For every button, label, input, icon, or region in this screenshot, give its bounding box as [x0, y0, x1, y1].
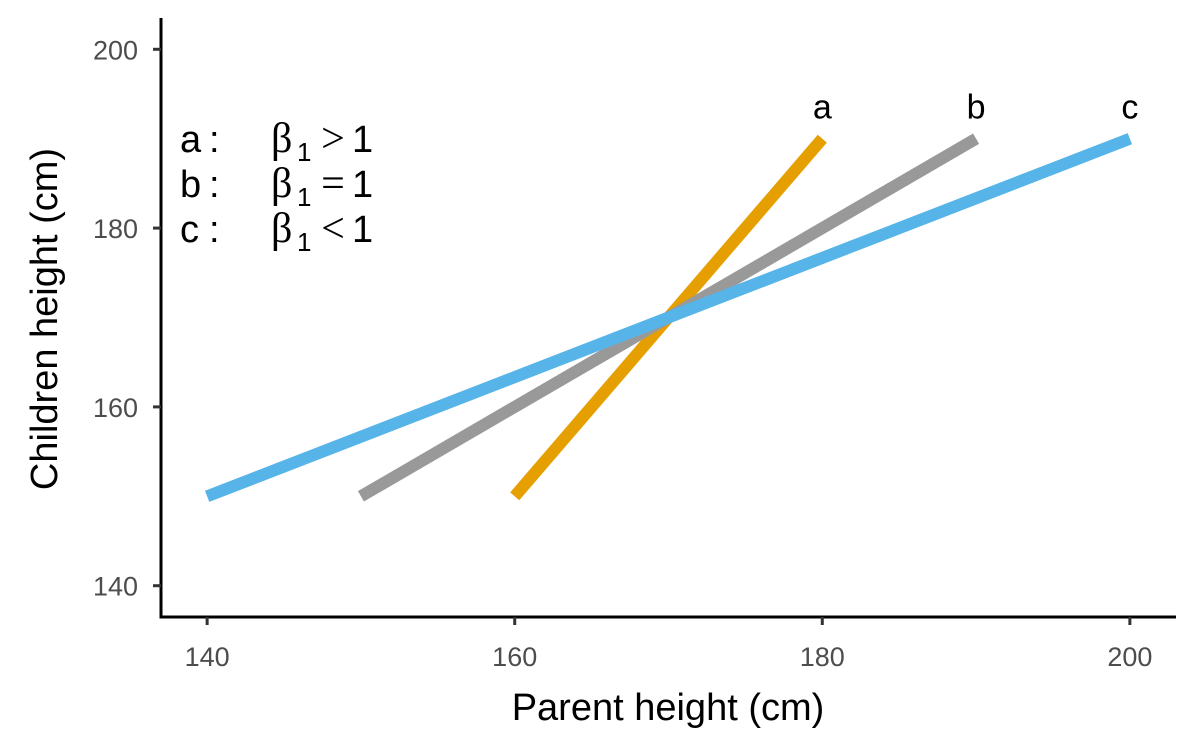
- x-axis-title: Parent height (cm): [512, 687, 825, 729]
- legend-subscript: 1: [297, 227, 311, 257]
- legend-subscript: 1: [297, 182, 311, 212]
- x-tick-label: 200: [1107, 642, 1152, 672]
- series-label-a: a: [813, 89, 832, 127]
- legend-colon: :: [209, 119, 220, 161]
- series-label-c: c: [1121, 89, 1138, 127]
- y-axis-title: Children height (cm): [24, 148, 66, 490]
- legend-relation: =: [321, 161, 345, 207]
- legend-key: a: [180, 119, 202, 161]
- x-tick-label: 160: [492, 642, 537, 672]
- line-labels: a b c: [813, 89, 1139, 127]
- legend-relation: >: [321, 116, 345, 162]
- x-tick-label: 140: [185, 642, 230, 672]
- legend-beta: β: [271, 161, 292, 207]
- legend-colon: :: [209, 209, 220, 251]
- plot-lines: [204, 133, 1133, 502]
- legend-beta: β: [271, 206, 292, 252]
- series-label-b: b: [967, 89, 986, 127]
- legend-relation: <: [321, 206, 345, 252]
- legend-row-a: a: β 1 >1: [180, 116, 373, 167]
- legend-colon: :: [209, 164, 220, 206]
- legend-value: 1: [352, 209, 373, 251]
- legend-key: b: [180, 164, 201, 206]
- y-tick-label: 200: [93, 35, 138, 65]
- y-tick-label: 180: [93, 214, 138, 244]
- legend-value: 1: [352, 119, 373, 161]
- legend-beta: β: [271, 116, 292, 162]
- legend-value: 1: [352, 164, 373, 206]
- slope-legend: a: β 1 >1b: β 1 = 1c: β 1 <1: [180, 116, 373, 257]
- series-line-c: [204, 133, 1133, 502]
- y-tick-label: 160: [93, 393, 138, 423]
- legend-subscript: 1: [297, 137, 311, 167]
- y-tick-label: 140: [93, 572, 138, 602]
- legend-row-b: b: β 1 = 1: [180, 161, 373, 212]
- x-tick-label: 180: [800, 642, 845, 672]
- axes: 140 160 180 200 140 160 180 200: [93, 18, 1176, 672]
- legend-row-c: c: β 1 <1: [180, 206, 373, 257]
- legend-key: c: [180, 209, 199, 251]
